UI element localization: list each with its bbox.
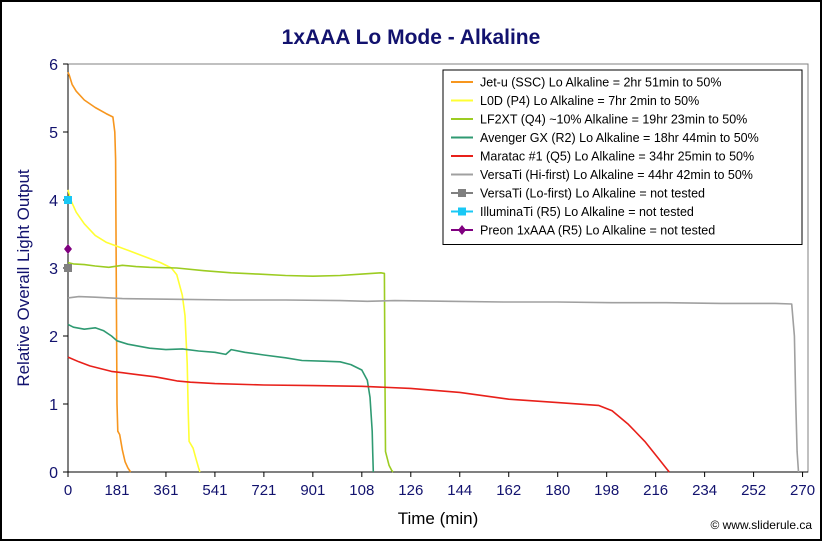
legend-entry: L0D (P4) Lo Alkaline = 7hr 2min to 50% xyxy=(451,94,699,108)
x-tick-label: 270 xyxy=(790,482,815,499)
y-tick-label: 5 xyxy=(49,125,58,142)
x-axis-label: Time (min) xyxy=(398,509,479,528)
y-tick-label: 3 xyxy=(49,261,58,278)
credit-text: © www.sliderule.ca xyxy=(710,518,812,532)
series-line-1 xyxy=(67,71,132,473)
legend-box xyxy=(442,69,803,245)
legend-label: VersaTi (Hi-first) Lo Alkaline = 44hr 42… xyxy=(480,168,753,182)
legend-entry: Jet-u (SSC) Lo Alkaline = 2hr 51min to 5… xyxy=(451,76,721,90)
x-tick-label: 198 xyxy=(594,482,619,499)
legend-label: IlluminaTi (R5) Lo Alkaline = not tested xyxy=(480,205,694,219)
legend-entry: Maratac #1 (Q5) Lo Alkaline = 34hr 25min… xyxy=(451,150,754,164)
legend-label: VersaTi (Lo-first) Lo Alkaline = not tes… xyxy=(480,187,705,201)
legend-label: Jet-u (SSC) Lo Alkaline = 2hr 51min to 5… xyxy=(480,76,721,90)
y-tick-label: 1 xyxy=(49,397,58,414)
legend-label: Avenger GX (R2) Lo Alkaline = 18hr 44min… xyxy=(480,131,759,145)
y-axis-label: Relative Overall Light Output xyxy=(14,169,33,387)
y-tick-label: 6 xyxy=(49,57,58,74)
chart-title: 1xAAA Lo Mode - Alkaline xyxy=(282,26,541,49)
y-tick-label: 0 xyxy=(49,465,58,482)
series-line-6 xyxy=(67,295,800,473)
legend-entry: IlluminaTi (R5) Lo Alkaline = not tested xyxy=(451,205,694,219)
series-line-5 xyxy=(67,356,670,473)
x-tick-label: 0 xyxy=(64,482,72,499)
x-tick-label: 721 xyxy=(251,482,276,499)
legend-label: LF2XT (Q4) ~10% Alkaline = 19hr 23min to… xyxy=(480,113,747,127)
legend-label: L0D (P4) Lo Alkaline = 7hr 2min to 50% xyxy=(480,94,699,108)
legend-marker xyxy=(458,225,466,235)
series-line-4 xyxy=(67,323,375,473)
y-tick-label: 2 xyxy=(49,329,58,346)
series-point-8 xyxy=(64,196,72,204)
legend-entry: Preon 1xAAA (R5) Lo Alkaline = not teste… xyxy=(451,224,715,238)
x-tick-label: 108 xyxy=(349,482,374,499)
legend-marker xyxy=(458,189,466,197)
x-tick-label: 234 xyxy=(692,482,717,499)
x-tick-label: 541 xyxy=(202,482,227,499)
legend-entry: Avenger GX (R2) Lo Alkaline = 18hr 44min… xyxy=(451,131,759,145)
x-tick-label: 252 xyxy=(741,482,766,499)
series-layer xyxy=(64,71,800,473)
x-tick-label: 144 xyxy=(447,482,472,499)
x-tick-label: 901 xyxy=(300,482,325,499)
legend-entry: VersaTi (Hi-first) Lo Alkaline = 44hr 42… xyxy=(451,168,753,182)
x-tick-label: 181 xyxy=(104,482,129,499)
x-tick-label: 180 xyxy=(545,482,570,499)
x-tick-label: 216 xyxy=(643,482,668,499)
x-tick-label: 162 xyxy=(496,482,521,499)
legend-label: Maratac #1 (Q5) Lo Alkaline = 34hr 25min… xyxy=(480,150,754,164)
legend-label: Preon 1xAAA (R5) Lo Alkaline = not teste… xyxy=(480,224,715,238)
series-point-9 xyxy=(64,243,72,254)
series-point-7 xyxy=(64,264,72,272)
series-line-3 xyxy=(67,261,394,473)
x-tick-label: 126 xyxy=(398,482,423,499)
series-line-2 xyxy=(67,189,201,473)
legend: Jet-u (SSC) Lo Alkaline = 2hr 51min to 5… xyxy=(442,69,803,245)
legend-marker xyxy=(458,207,466,216)
legend-entry: LF2XT (Q4) ~10% Alkaline = 19hr 23min to… xyxy=(451,113,747,127)
legend-entry: VersaTi (Lo-first) Lo Alkaline = not tes… xyxy=(451,187,705,201)
y-tick-label: 4 xyxy=(49,193,58,210)
x-tick-label: 361 xyxy=(153,482,178,499)
